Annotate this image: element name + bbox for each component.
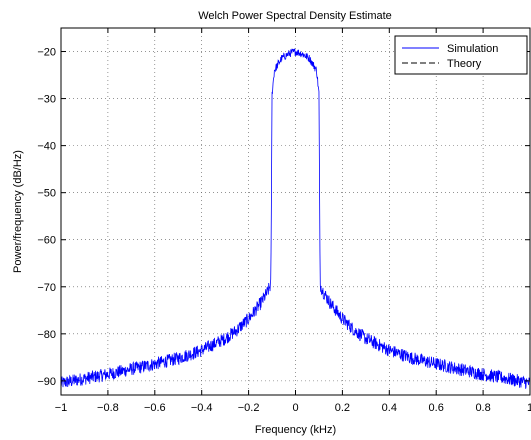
x-tick-label: 0.2: [335, 402, 350, 414]
y-tick-label: −80: [37, 329, 56, 341]
x-tick-label: 1: [527, 402, 531, 414]
y-tick-label: −40: [37, 141, 56, 153]
y-tick-label: −70: [37, 282, 56, 294]
x-axis-label: Frequency (kHz): [255, 424, 336, 436]
legend-box: [394, 35, 528, 75]
series-line-simulation: [61, 48, 530, 389]
y-tick-label: −60: [37, 235, 56, 247]
y-tick-label: −50: [37, 188, 56, 200]
chart-title: Welch Power Spectral Density Estimate: [198, 10, 392, 22]
series-group: [61, 48, 530, 389]
legend: Simulation Theory: [394, 35, 528, 75]
x-tick-label: −0.4: [191, 402, 213, 414]
y-axis-label: Power/frequency (dB/Hz): [12, 150, 24, 273]
x-tick-label: −0.6: [144, 402, 166, 414]
x-tick-label: 0.6: [429, 402, 444, 414]
y-tick-label: −90: [37, 376, 56, 388]
ticks: −1 −0.8 −0.6 −0.4 −0.2 0 0.2 0.4 0.6 0.8 1 −90 −80 −7…: [37, 28, 531, 414]
x-tick-label: −1: [55, 402, 68, 414]
legend-label-theory: Theory: [447, 58, 482, 70]
x-tick-label: 0.8: [475, 402, 490, 414]
x-tick-label: 0.4: [382, 402, 397, 414]
plot-area: [61, 28, 530, 395]
x-tick-label: −0.8: [97, 402, 119, 414]
y-tick-label: −20: [37, 47, 56, 59]
x-tick-label: 0: [292, 402, 298, 414]
x-tick-label: −0.2: [238, 402, 260, 414]
legend-label-simulation: Simulation: [447, 43, 498, 55]
y-tick-label: −30: [37, 94, 56, 106]
